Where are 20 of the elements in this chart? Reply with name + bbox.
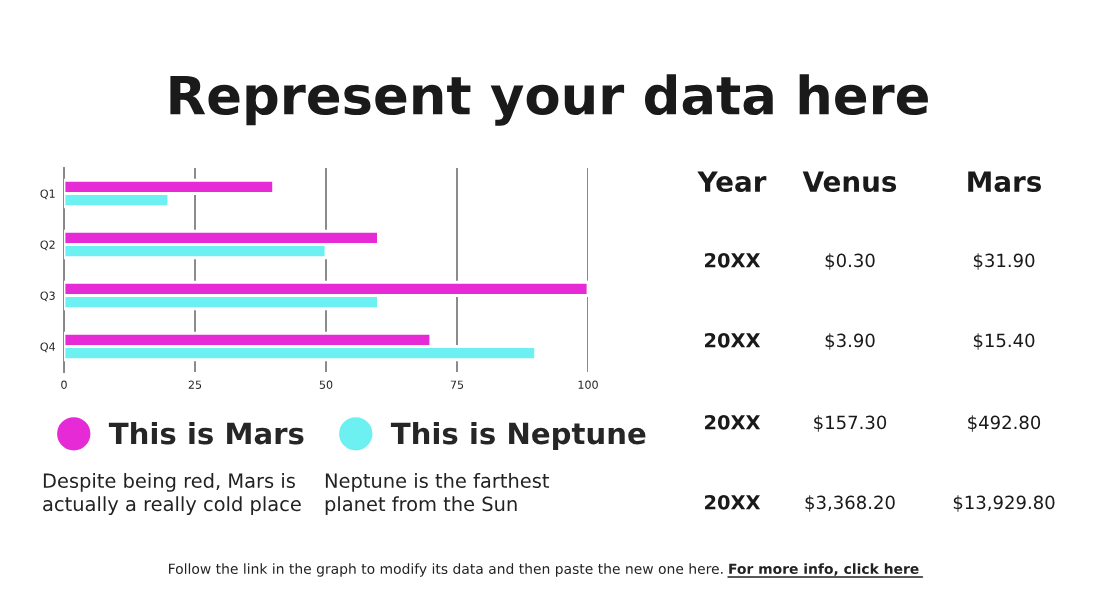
text: Year bbox=[697, 171, 767, 193]
text: 20XX bbox=[705, 494, 761, 510]
text: $31.90 bbox=[973, 253, 1035, 270]
legend-label: This is Mars bbox=[108, 421, 304, 445]
text: 20XX bbox=[705, 332, 761, 348]
text: $0.30 bbox=[825, 253, 875, 270]
text: $157.30 bbox=[814, 415, 887, 432]
text: $492.80 bbox=[968, 415, 1041, 432]
text: $3.90 bbox=[825, 333, 875, 350]
text: Venus bbox=[802, 171, 897, 193]
text: Mars bbox=[968, 171, 1041, 193]
chart-title: Represent your data here bbox=[170, 74, 928, 126]
text: $13,929.80 bbox=[953, 495, 1055, 512]
text: Despite being red, Mars is actually a really cold place bbox=[43, 472, 301, 516]
text: Neptune is the farthest planet from the Sun bbox=[325, 472, 550, 516]
legend-label: This is Neptune bbox=[390, 421, 646, 451]
text: 20XX bbox=[705, 252, 761, 268]
text: $15.40 bbox=[973, 333, 1035, 350]
text: $3,368.20 bbox=[805, 495, 895, 512]
text: 20XX bbox=[705, 414, 761, 430]
